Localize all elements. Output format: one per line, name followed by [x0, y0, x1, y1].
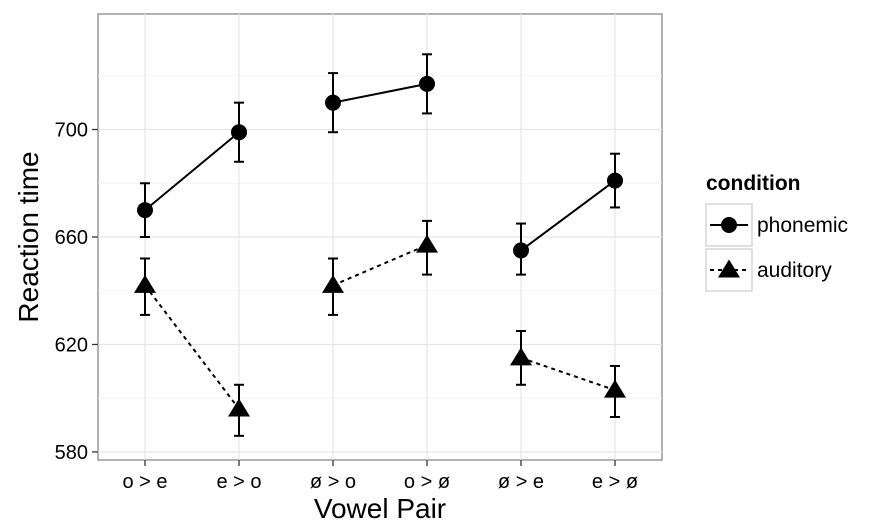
legend-key-triangle — [718, 259, 740, 278]
y-tick-label: 620 — [55, 334, 88, 356]
x-axis-title: Vowel Pair — [314, 493, 446, 522]
series-line-auditory — [332, 244, 428, 287]
series-lines — [144, 82, 616, 410]
y-axis-ticks: 580 620 660 700 — [55, 120, 98, 464]
point-phonemic — [607, 172, 623, 189]
point-auditory — [322, 274, 344, 293]
x-tick-label: ø > e — [498, 471, 544, 493]
point-phonemic — [513, 242, 529, 259]
point-auditory — [510, 347, 532, 366]
series-line-phonemic — [332, 82, 428, 104]
point-auditory — [604, 379, 626, 398]
y-tick-label: 700 — [55, 120, 88, 142]
x-axis-ticks: o > e e > o ø > o o > ø ø > e e > ø — [122, 460, 638, 493]
x-tick-label: o > ø — [404, 471, 450, 493]
series-line-auditory — [144, 284, 240, 410]
point-auditory — [134, 274, 156, 293]
point-phonemic — [419, 75, 435, 92]
point-auditory — [416, 234, 438, 253]
x-tick-label: e > o — [216, 471, 261, 493]
series-markers — [134, 75, 626, 417]
y-tick-label: 580 — [55, 442, 88, 464]
x-tick-label: e > ø — [592, 471, 638, 493]
series-line-auditory — [520, 356, 616, 392]
legend-keys — [705, 203, 753, 292]
point-phonemic — [325, 94, 341, 111]
point-auditory — [228, 398, 250, 417]
point-phonemic — [137, 202, 153, 219]
x-tick-label: ø > o — [310, 471, 356, 493]
legend-key-auditory — [705, 248, 753, 292]
legend-title: condition — [706, 172, 800, 195]
series-line-phonemic — [520, 179, 616, 252]
legend-key-circle — [721, 217, 737, 233]
y-axis-title: Reaction time — [13, 151, 44, 322]
series-line-phonemic — [144, 131, 240, 211]
legend-key-phonemic — [705, 203, 753, 247]
y-tick-label: 660 — [55, 227, 88, 249]
legend-label-phonemic: phonemic — [757, 214, 848, 237]
legend: condition phonemic auditory — [705, 172, 848, 292]
legend-label-auditory: auditory — [757, 259, 832, 282]
x-tick-label: o > e — [122, 471, 167, 493]
point-phonemic — [231, 124, 247, 141]
